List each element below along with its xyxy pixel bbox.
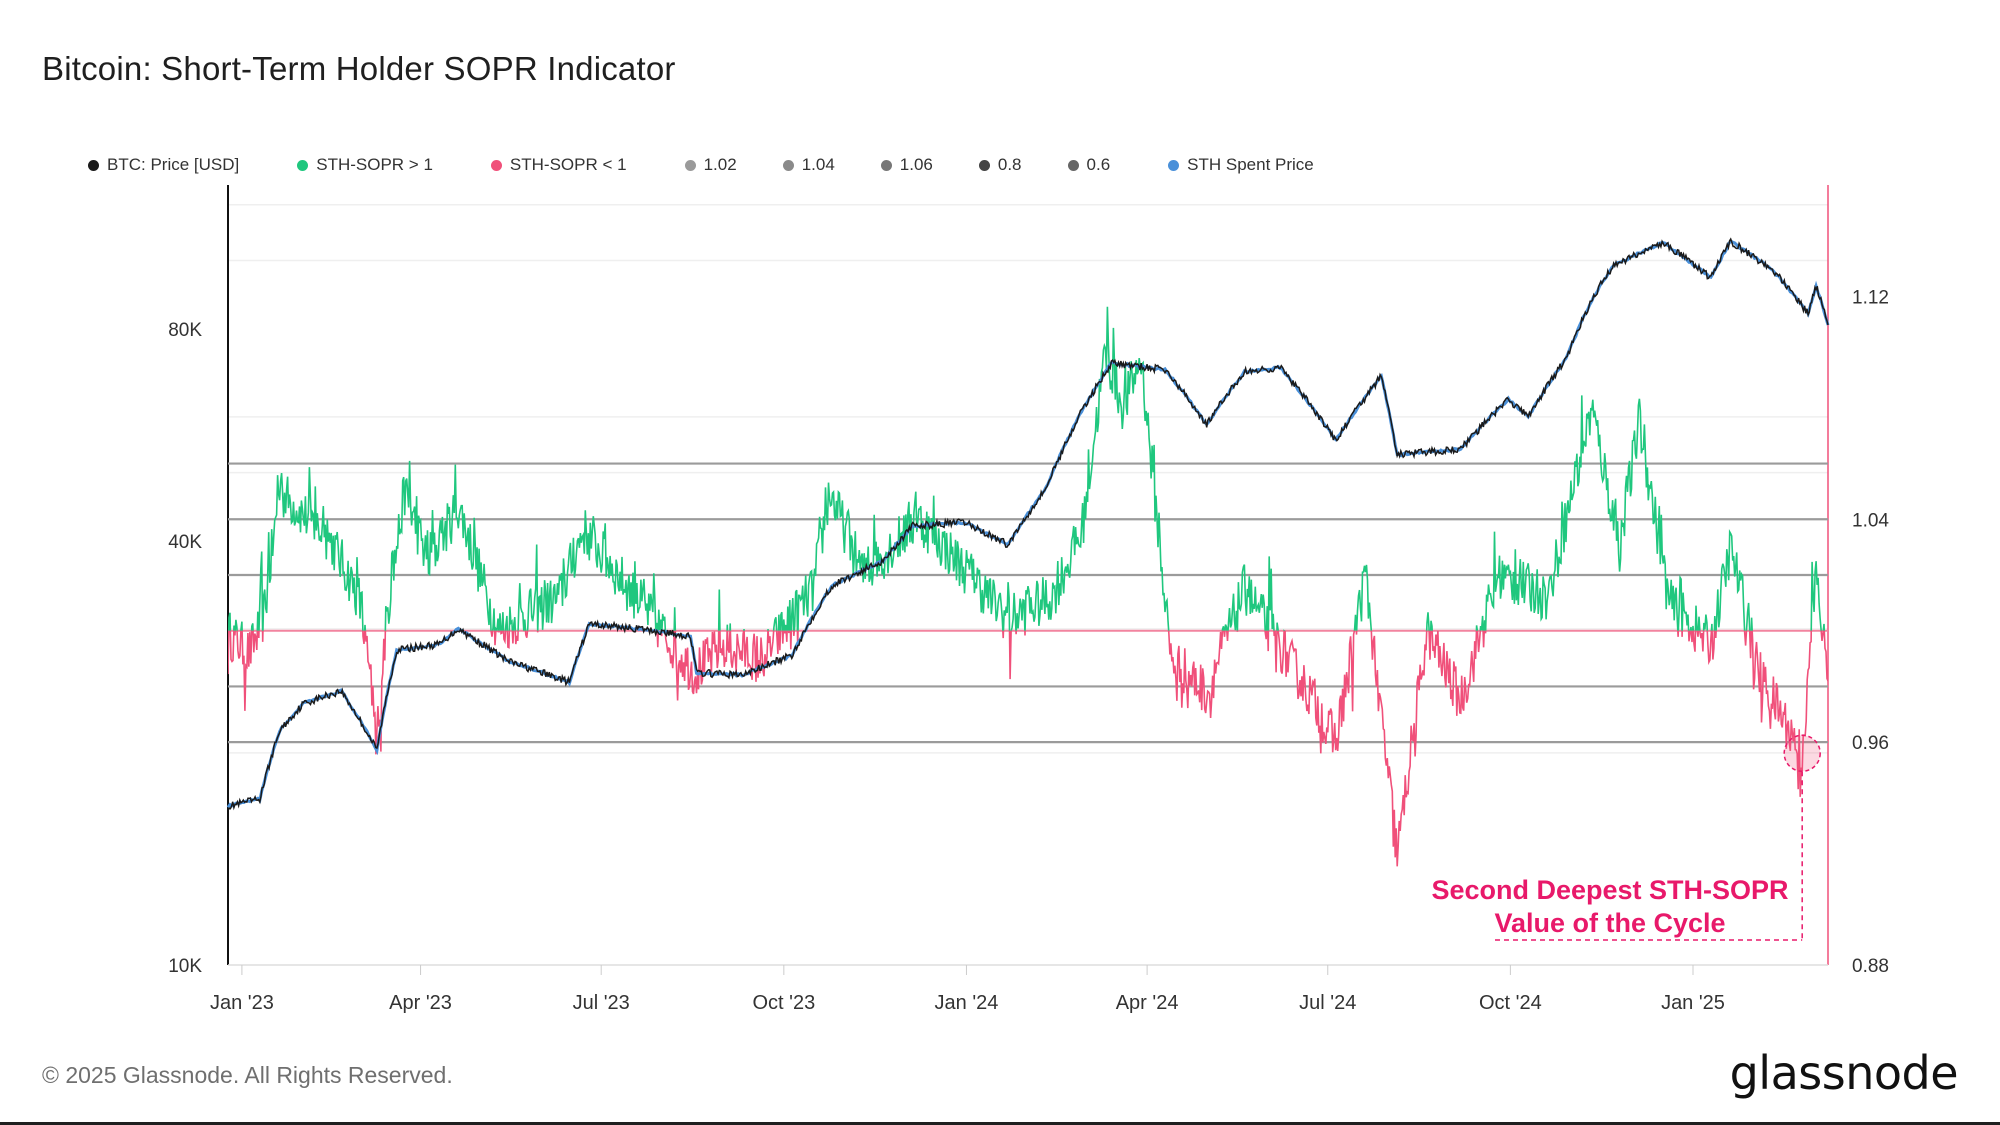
- x-tick-label: Jul '24: [1299, 992, 1356, 1014]
- annotation-text-line1: Second Deepest STH-SOPR: [1431, 875, 1788, 905]
- x-tick-label: Jul '23: [573, 992, 630, 1014]
- btc-price-series: [227, 237, 1829, 811]
- legend-dot-icon: [490, 159, 502, 171]
- x-tick-label: Jan '23: [210, 992, 274, 1014]
- x-tick-label: Oct '23: [752, 992, 815, 1014]
- legend-label: 1.04: [801, 155, 835, 174]
- legend-dot-icon: [1067, 159, 1079, 171]
- legend-item[interactable]: STH-SOPR < 1: [490, 155, 627, 175]
- y-right-tick-label: 0.96: [1852, 733, 1889, 754]
- legend-item[interactable]: STH-SOPR > 1: [297, 155, 433, 175]
- annotation-marker-circle: [1783, 734, 1821, 773]
- legend-dot-icon: [782, 159, 794, 171]
- legend-item[interactable]: BTC: Price [USD]: [88, 155, 239, 175]
- y-right-tick-label: 0.88: [1852, 956, 1889, 977]
- y-left-tick-label: 40K: [168, 532, 202, 553]
- legend-item[interactable]: 1.02: [684, 155, 737, 175]
- legend-dot-icon: [978, 159, 990, 171]
- brand-logo: glassnode: [1729, 1046, 1959, 1100]
- bottom-divider: [0, 1122, 2000, 1125]
- x-tick-label: Apr '23: [389, 992, 452, 1014]
- legend-dot-icon: [88, 159, 99, 171]
- sth-sopr-above-one-series: [228, 306, 1826, 631]
- legend-label: BTC: Price [USD]: [107, 155, 240, 174]
- legend-dot-icon: [684, 159, 696, 171]
- legend-item[interactable]: STH Spent Price: [1168, 155, 1314, 175]
- legend-item[interactable]: 1.06: [880, 155, 933, 175]
- sth-spent-price-series: [226, 239, 1830, 809]
- legend-label: 1.06: [899, 155, 933, 174]
- legend-label: STH-SOPR > 1: [316, 155, 433, 174]
- y-left-tick-label: 10K: [168, 956, 202, 977]
- legend-label: 0.8: [997, 155, 1022, 174]
- legend-item[interactable]: 1.04: [782, 155, 835, 175]
- y-left-tick-label: 80K: [168, 320, 202, 341]
- y-right-tick-label: 1.04: [1852, 510, 1889, 531]
- annotation-text-line2: Value of the Cycle: [1494, 908, 1725, 938]
- legend-dot-icon: [297, 159, 309, 171]
- x-tick-label: Jan '25: [1661, 992, 1725, 1014]
- y-right-tick-label: 1.12: [1852, 287, 1889, 308]
- legend-item[interactable]: 0.8: [978, 155, 1022, 175]
- legend-dot-icon: [1168, 159, 1180, 171]
- sth-sopr-below-one-series: [228, 630, 1828, 867]
- chart-title: Bitcoin: Short-Term Holder SOPR Indicato…: [42, 50, 676, 87]
- x-tick-label: Jan '24: [935, 992, 999, 1014]
- legend-label: 1.02: [703, 155, 737, 174]
- legend-item[interactable]: 0.6: [1067, 155, 1111, 175]
- legend-dot-icon: [880, 159, 892, 171]
- copyright-text: © 2025 Glassnode. All Rights Reserved.: [42, 1062, 453, 1088]
- legend: BTC: Price [USD] STH-SOPR > 1 STH-SOPR < 1…: [88, 155, 1314, 175]
- x-tick-label: Oct '24: [1479, 992, 1542, 1014]
- legend-label: STH-SOPR < 1: [509, 155, 627, 174]
- legend-label: STH Spent Price: [1187, 155, 1314, 174]
- legend-label: 0.6: [1086, 155, 1111, 174]
- x-tick-label: Apr '24: [1116, 992, 1179, 1014]
